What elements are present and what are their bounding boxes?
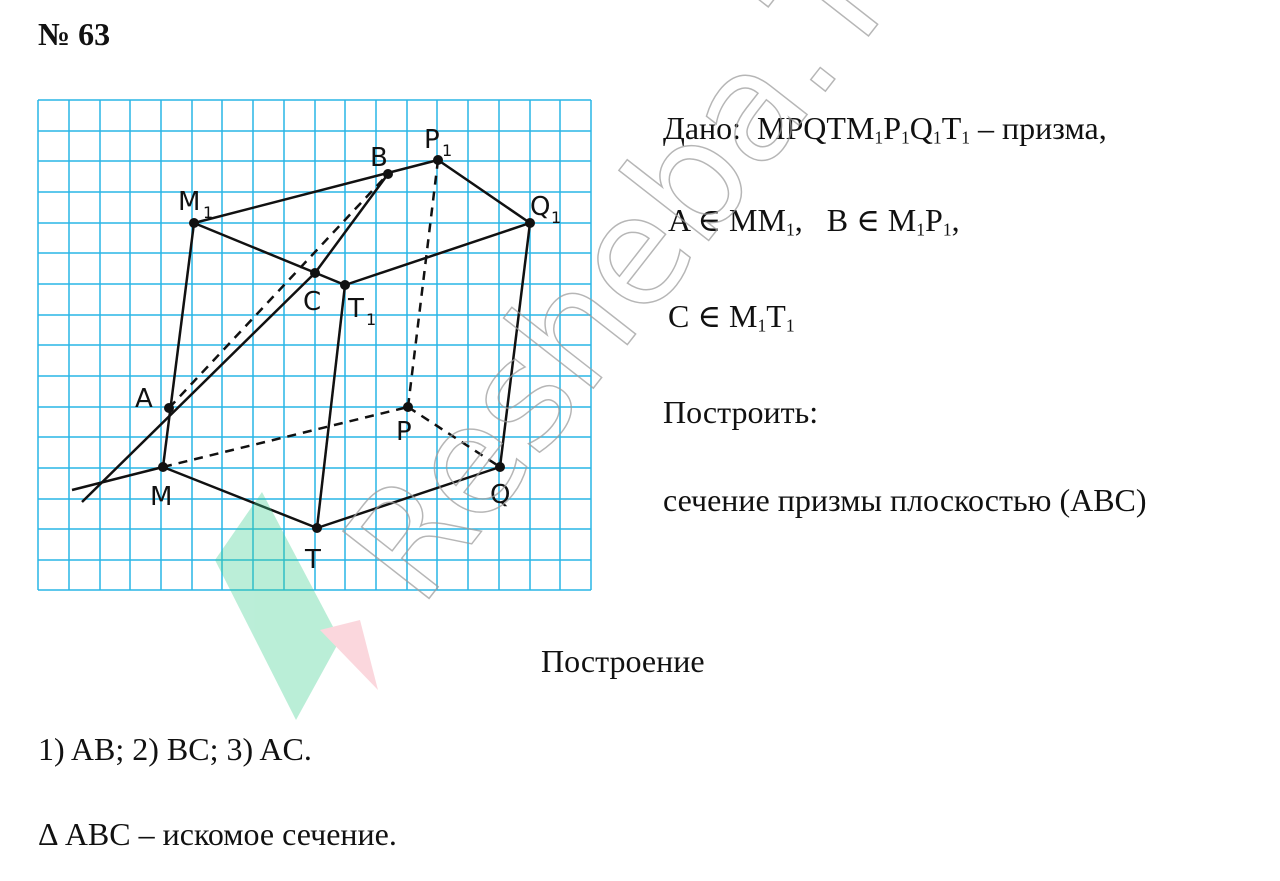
label-q1-sub: 1 [551,208,561,227]
point-p [403,402,413,412]
edge-q-q1 [498,222,532,468]
given-prism: Дано: MPQTM1P1Q1T1 – призма, [663,112,1107,147]
label-a: A [135,384,153,414]
edge-p-q [407,405,501,469]
label-b: B [370,143,388,173]
point-m1 [189,218,199,228]
section-a-b [168,173,389,409]
prism-diagram: M T Q P M 1 T 1 Q 1 P 1 A B C [37,99,592,591]
section-b-c [313,173,390,274]
label-p: P [396,417,412,447]
point-t1 [340,280,350,290]
label-q: Q [490,480,510,510]
build-label: Построить: [663,394,819,430]
build-task: сечение призмы плоскостью (ABC) [663,482,1147,518]
construction-heading: Построение [541,643,705,679]
label-t1: T [347,294,364,324]
prism-name: MPQTM1P1Q1T1 [757,110,971,148]
point-t [312,523,322,533]
label-m1-sub: 1 [203,203,213,222]
label-q1: Q [530,192,550,222]
label-t1-sub: 1 [366,310,376,329]
label-p1: P [424,125,440,155]
point-c [310,268,320,278]
line-through-a [81,269,319,503]
edge-t1-q1 [344,221,531,287]
point-q [495,462,505,472]
grid [37,99,592,591]
label-t: T [304,545,321,575]
edge-m-m1 [161,222,196,468]
given-points-a-b: A ∈ MM1, B ∈ M1P1, [668,202,960,240]
edge-m1-b-p1 [193,158,439,225]
point-p1 [433,155,443,165]
construction-result: Δ ABC – искомое сечение. [38,816,397,852]
edge-t-t1 [315,284,347,529]
edge-m-p [162,405,409,469]
edge-t-q [316,465,501,530]
edge-m1-t1 [193,221,346,287]
given-point-c: C ∈ M1T1 [668,298,795,336]
line-through-m [71,465,164,492]
label-p1-sub: 1 [442,141,452,160]
point-b [383,169,393,179]
given-label: Дано: [663,110,742,146]
point-q1 [525,218,535,228]
point-m [158,462,168,472]
problem-number: № 63 [38,16,111,52]
construction-steps: 1) AB; 2) BC; 3) AC. [38,731,312,767]
label-m1: M [178,187,200,217]
edge-m-t [162,465,318,530]
point-a [164,403,174,413]
prism-tail: – призма, [970,110,1107,146]
label-c: C [303,287,321,317]
label-m: M [150,482,172,512]
edge-p1-q1 [437,158,531,225]
